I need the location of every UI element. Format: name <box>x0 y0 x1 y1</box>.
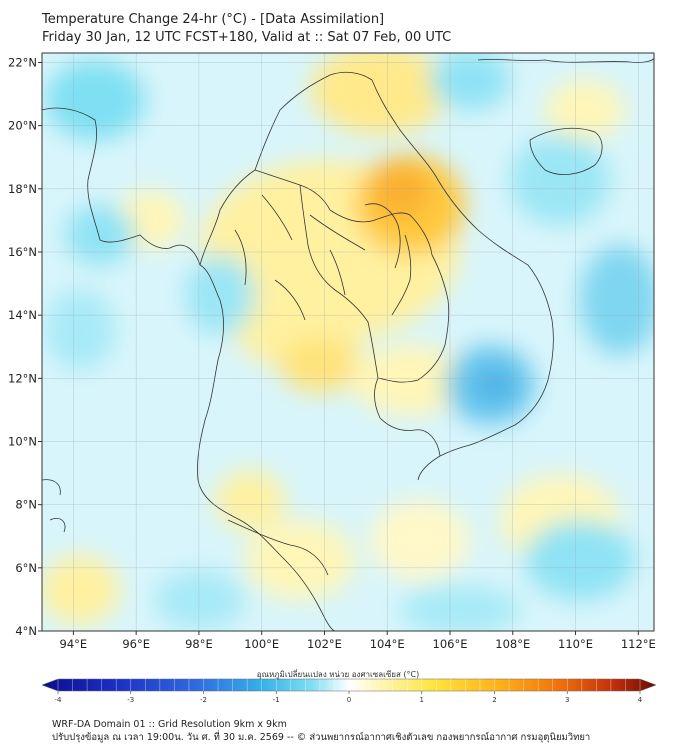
map-subtitle: Friday 30 Jan, 12 UTC FCST+180, Valid at… <box>42 30 452 45</box>
lon-label: 110°E <box>558 637 593 651</box>
update-info: ปรับปรุงข้อมูล ณ เวลา 19:00น. วัน ศ. ที่… <box>52 732 591 743</box>
lon-label: 102°E <box>307 637 342 651</box>
lat-label: 22°N <box>8 55 37 69</box>
temperature-field <box>42 53 654 631</box>
lat-label: 8°N <box>15 498 37 512</box>
colorbar-tick-label: -2 <box>200 696 207 704</box>
colorbar-tick-label: 0 <box>347 696 351 704</box>
colorbar-title: อุณหภูมิเปลี่ยนแปลง หน่วย องศาเซลเซียส (… <box>256 670 420 679</box>
lon-label: 104°E <box>370 637 405 651</box>
lon-label: 94°E <box>60 637 88 651</box>
model-info: WRF-DA Domain 01 :: Grid Resolution 9km … <box>52 719 287 730</box>
lat-label: 14°N <box>8 308 37 322</box>
lat-label: 6°N <box>15 561 37 575</box>
colorbar-tick-label: -1 <box>273 696 280 704</box>
latitude-labels: 22°N 20°N 18°N 16°N 14°N 12°N 10°N 8°N 6°N 4°N <box>8 55 42 638</box>
lon-label: 96°E <box>122 637 150 651</box>
colorbar-tick-label: 2 <box>492 696 496 704</box>
lat-label: 20°N <box>8 119 37 133</box>
map-frame <box>41 52 655 632</box>
colorbar-tick-label: 4 <box>638 696 643 704</box>
lon-label: 108°E <box>495 637 530 651</box>
lat-label: 4°N <box>15 624 37 638</box>
graticule <box>42 53 654 632</box>
colorbar-tick-label: -4 <box>55 696 63 704</box>
lon-label: 100°E <box>244 637 279 651</box>
lat-label: 12°N <box>8 371 37 385</box>
colorbar-tick-label: -3 <box>127 696 134 704</box>
lon-label: 112°E <box>621 637 656 651</box>
lat-label: 18°N <box>8 182 37 196</box>
colorbar-ticks: -4 -3 -2 -1 0 1 2 3 4 <box>55 691 643 704</box>
colorbar-tick-label: 3 <box>565 696 569 704</box>
lat-label: 16°N <box>8 245 37 259</box>
colorbar-tick-label: 1 <box>420 696 424 704</box>
lon-label: 98°E <box>185 637 213 651</box>
longitude-labels: 94°E 96°E 98°E 100°E 102°E 104°E 106°E 108°E 110… <box>60 631 656 651</box>
colorbar: -4 -3 -2 -1 0 1 2 3 4 <box>41 678 657 704</box>
lon-label: 106°E <box>433 637 468 651</box>
colorbar-minor-ticks <box>57 679 641 691</box>
map-title: Temperature Change 24-hr (°C) - [Data As… <box>42 12 385 27</box>
lat-label: 10°N <box>8 434 37 448</box>
